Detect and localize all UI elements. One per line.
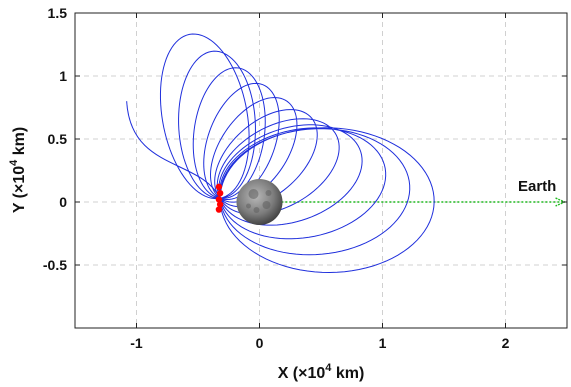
moon-icon: [236, 179, 283, 225]
y-tick-label: -0.5: [43, 257, 67, 273]
moon-crater: [262, 201, 271, 209]
x-axis-title-sup: 4: [325, 362, 332, 374]
periapsis-point: [215, 196, 223, 203]
moon-layer: [236, 179, 283, 225]
periapsis-point: [215, 183, 223, 191]
periapsis-points-layer: [215, 183, 224, 213]
x-tick-label: 1: [379, 335, 387, 351]
plot-frame: [74, 12, 568, 329]
moon-crater: [253, 207, 260, 213]
periapsis-point: [215, 206, 223, 213]
y-tick-label: 0.5: [48, 131, 68, 147]
orbit-layer: [126, 33, 435, 273]
periapsis-point: [216, 189, 224, 197]
x-axis-title-end: km): [331, 365, 364, 382]
y-axis-title-end: km): [11, 127, 28, 160]
y-axis-title-main: Y (×10: [11, 166, 28, 213]
x-axis-title: X (×104 km): [278, 362, 365, 382]
orbit-initial-arc: [126, 101, 221, 199]
y-tick-label: 1.5: [48, 5, 68, 21]
axis-ticks: -1 0 1 2 -0.5 0 0.5 1 1.5: [43, 5, 567, 351]
x-axis-title-main: X (×10: [278, 365, 326, 382]
x-tick-label: 2: [502, 335, 510, 351]
earth-label: Earth: [518, 178, 556, 195]
orbit-trajectory: [159, 33, 435, 273]
y-tick-label: 0: [59, 194, 67, 210]
moon-crater: [246, 203, 251, 209]
x-tick-label: 0: [256, 335, 264, 351]
moon-crater: [248, 189, 259, 199]
x-tick-label: -1: [130, 335, 143, 351]
plot-area: [75, 13, 567, 328]
y-tick-label: 1: [59, 68, 67, 84]
y-axis-title-sup: 4: [8, 159, 20, 166]
y-axis-title: Y (×104 km): [8, 127, 28, 213]
periapsis-point: [216, 201, 224, 208]
moon-crater: [265, 190, 272, 196]
